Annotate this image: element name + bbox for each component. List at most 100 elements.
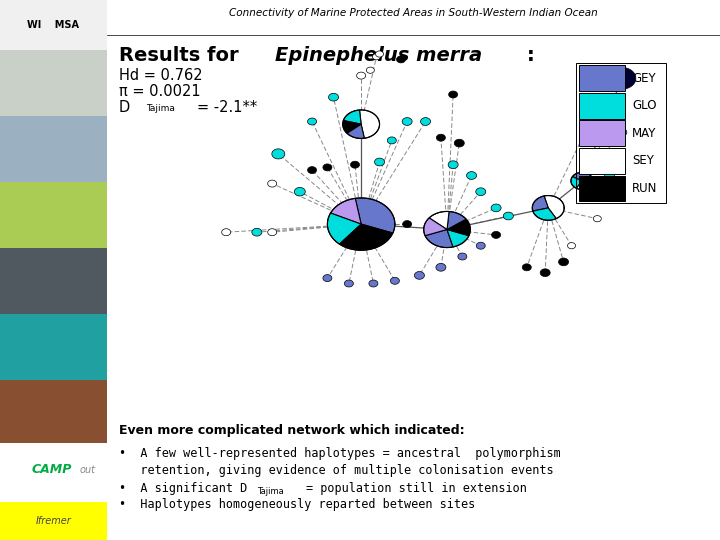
Bar [0,248,107,314]
Polygon shape [492,232,500,238]
Bar [0,0,107,50]
Polygon shape [571,177,582,188]
Polygon shape [448,161,458,168]
Polygon shape [476,188,486,195]
Polygon shape [372,53,380,60]
Polygon shape [374,158,384,166]
Bar [579,93,625,119]
Polygon shape [390,278,400,284]
Polygon shape [397,56,405,63]
Text: •  Haplotypes homogeneously reparted between sites: • Haplotypes homogeneously reparted betw… [119,498,475,511]
Polygon shape [356,72,366,79]
Polygon shape [429,212,449,230]
Polygon shape [613,150,624,158]
Text: = population still in extension: = population still in extension [306,482,527,495]
Polygon shape [222,229,230,235]
Bar [0,443,107,502]
Polygon shape [522,264,531,271]
Polygon shape [402,118,412,125]
Polygon shape [272,149,285,159]
Polygon shape [559,258,569,266]
Polygon shape [355,198,395,233]
Polygon shape [458,253,467,260]
Text: MAY: MAY [632,127,657,140]
Polygon shape [605,172,615,179]
Polygon shape [328,93,338,101]
Polygon shape [447,219,470,235]
Text: CAMP: CAMP [32,463,72,476]
Polygon shape [503,212,513,220]
Text: GLO: GLO [632,99,657,112]
Bar [0,116,107,182]
Polygon shape [491,204,501,212]
Text: GEY: GEY [632,72,656,85]
Bar [0,50,107,116]
Bar [579,65,625,91]
Polygon shape [344,280,354,287]
Polygon shape [572,172,593,181]
Polygon shape [415,272,424,279]
Polygon shape [369,280,378,287]
Bar [0,502,107,540]
Polygon shape [436,264,446,271]
Polygon shape [425,230,453,247]
Polygon shape [454,139,464,147]
Polygon shape [376,51,384,57]
Polygon shape [343,110,361,124]
Bar [579,176,625,201]
Polygon shape [347,124,364,138]
Bar [576,63,666,202]
Text: Hd = 0.762: Hd = 0.762 [119,68,202,83]
Text: Connectivity of Marine Protected Areas in South-Western Indian Ocean: Connectivity of Marine Protected Areas i… [229,9,598,18]
Polygon shape [447,230,469,247]
Polygon shape [467,172,477,179]
Text: D: D [119,100,130,115]
Polygon shape [323,275,332,281]
Text: Tajima: Tajima [146,104,175,113]
Polygon shape [323,164,332,171]
Polygon shape [268,229,276,235]
Polygon shape [330,198,361,224]
Polygon shape [268,180,276,187]
Polygon shape [381,218,390,225]
Polygon shape [598,193,608,201]
Polygon shape [252,228,262,236]
Bar [579,120,625,146]
Polygon shape [615,107,623,114]
Polygon shape [423,218,447,235]
Polygon shape [449,91,458,98]
Text: π = 0.0021: π = 0.0021 [119,84,200,99]
Polygon shape [608,68,636,89]
Text: •  A few well-represented haplotypes = ancestral  polymorphism: • A few well-represented haplotypes = an… [119,447,561,460]
Polygon shape [307,118,317,125]
Polygon shape [436,134,446,141]
Polygon shape [339,224,393,250]
Polygon shape [294,187,305,196]
Polygon shape [447,212,466,230]
Polygon shape [540,269,550,276]
Polygon shape [580,128,590,137]
Text: SEY: SEY [632,154,654,167]
Polygon shape [533,208,557,220]
Polygon shape [532,196,548,211]
Bar [0,314,107,380]
Polygon shape [366,67,374,73]
Polygon shape [577,181,593,190]
Polygon shape [343,120,361,133]
Text: Results for: Results for [119,46,246,65]
Polygon shape [544,195,564,219]
Polygon shape [307,167,317,173]
Polygon shape [420,118,431,125]
Text: :: : [527,46,534,65]
Text: Tajima: Tajima [257,487,284,496]
Text: Ifremer: Ifremer [35,516,71,526]
Text: = -2.1**: = -2.1** [197,100,258,115]
Polygon shape [359,110,379,138]
Polygon shape [402,221,412,227]
Polygon shape [387,137,396,144]
Text: Even more complicated network which indicated:: Even more complicated network which indi… [119,424,464,437]
Polygon shape [593,215,601,222]
Text: •  A significant D: • A significant D [119,482,247,495]
Polygon shape [328,213,361,244]
Bar [579,148,625,174]
